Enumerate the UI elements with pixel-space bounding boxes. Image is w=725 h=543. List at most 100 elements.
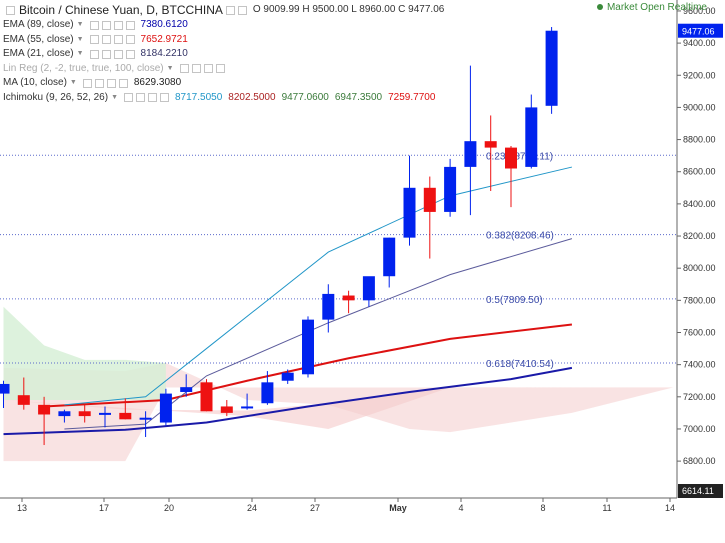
indicator-label: Ichimoku (9, 26, 52, 26) [3,91,109,103]
caret-down-icon[interactable]: ▼ [76,21,84,28]
y-tick-label: 8400.00 [683,199,716,209]
close-icon[interactable] [203,64,213,74]
eye-icon[interactable] [124,93,133,103]
eye-icon[interactable] [179,64,189,74]
y-tick-label: 8600.00 [683,167,716,177]
indicator-row-ema89[interactable]: EMA (89, close) ▼ 7380.6120 [3,18,444,33]
candle [0,383,10,394]
candle [241,406,254,409]
close-icon[interactable] [113,49,123,59]
gear-icon[interactable] [101,35,111,45]
status-text: Market Open Realtime [606,2,707,13]
candle [403,187,416,238]
candle [78,411,91,417]
hide-icon[interactable] [237,5,247,15]
candle [525,107,538,167]
more-icon[interactable] [215,64,225,74]
caret-down-icon[interactable]: ▼ [76,50,84,57]
close-icon[interactable] [113,35,123,45]
y-tick-label: 7400.00 [683,360,716,370]
price-axis [677,0,725,543]
y-tick-label: 7800.00 [683,295,716,305]
candle [545,30,558,106]
x-tick-label: 14 [665,503,675,513]
indicator-row-ichimoku[interactable]: Ichimoku (9, 26, 52, 26) ▼ 8717.5050 8202… [3,91,444,106]
y-tick-label: 7600.00 [683,327,716,337]
indicator-row-linreg[interactable]: Lin Reg (2, -2, true, true, 100, close) ▼ [3,62,444,77]
candle [139,417,152,420]
indicator-value: 7380.6120 [140,19,188,30]
indicator-line-ema55 [44,323,573,408]
indicator-line-ema21 [64,238,573,430]
caret-down-icon[interactable]: ▼ [166,64,174,72]
gear-icon[interactable] [94,78,104,88]
eye-icon[interactable] [89,49,99,59]
candle [261,382,274,404]
ichimoku-cloud-bear [3,387,674,429]
close-icon[interactable] [148,93,157,103]
status-dot-icon [596,4,603,10]
indicator-row-ma10[interactable]: MA (10, close) ▼ 8629.3080 [3,76,444,91]
fib-level-label: 0.618(7410.54) [486,359,554,370]
gear-icon[interactable] [101,49,111,59]
bottom-price-label: 6614.11 [682,486,714,496]
gear-icon[interactable] [191,64,201,74]
candle [444,166,457,212]
caret-down-icon[interactable]: ▼ [111,93,118,101]
indicator-row-ema55[interactable]: EMA (55, close) ▼ 7652.9721 [3,33,444,48]
x-tick-label: 8 [540,503,545,513]
candle [58,411,71,417]
x-tick-label: 24 [247,503,257,513]
close-icon[interactable] [113,20,123,30]
candle [220,406,233,413]
eye-icon[interactable] [89,20,99,30]
indicator-label: EMA (21, close) [3,48,74,59]
x-tick-label: 20 [164,503,174,513]
indicator-line-ema89 [3,366,573,436]
x-tick-label: 11 [602,503,611,513]
candle [17,395,30,405]
settings-icon[interactable] [225,5,235,15]
gear-icon[interactable] [101,20,111,30]
candle [119,412,132,420]
candle [180,387,193,392]
candle [281,372,294,381]
more-icon[interactable] [160,93,169,103]
more-icon[interactable] [125,35,135,45]
ohlc-values: O 9009.99 H 9500.00 L 8960.00 C 9477.06 [252,4,445,15]
candle [423,187,436,212]
y-tick-label: 9400.00 [683,38,716,48]
candle [159,393,172,423]
candle [99,412,111,415]
ichimoku-value: 9477.0600 [281,91,329,103]
more-icon[interactable] [118,78,128,88]
candle [464,141,477,167]
eye-icon[interactable] [82,78,92,88]
indicator-row-ema21[interactable]: EMA (21, close) ▼ 8184.2210 [3,47,444,62]
y-tick-label: 9200.00 [683,70,716,80]
eye-icon[interactable] [89,35,99,45]
caret-down-icon[interactable]: ▼ [76,35,84,43]
caret-down-icon[interactable]: ▼ [69,79,77,86]
fib-level-label: 0.382(8208.46) [486,231,554,242]
collapse-icon[interactable] [6,5,15,15]
more-icon[interactable] [125,49,135,59]
bottom-price-badge [678,484,723,498]
gear-icon[interactable] [136,93,145,103]
x-tick-label: May [389,503,407,513]
ichimoku-cloud-fill [3,363,674,462]
indicator-value: 7652.9721 [140,33,188,45]
y-tick-label: 9600.00 [683,6,716,16]
candle [342,295,355,301]
last-price-badge [678,23,723,38]
candle [200,382,213,412]
more-icon[interactable] [125,20,135,30]
x-tick-label: 13 [17,503,27,513]
chart-legend: Bitcoin / Chinese Yuan, D, BTCCHINA O 90… [3,2,444,105]
candle [505,147,517,169]
y-tick-label: 8200.00 [683,231,716,241]
chart-title: Bitcoin / Chinese Yuan, D, BTCCHINA [19,3,223,17]
market-status: Market Open Realtime [596,2,707,13]
close-icon[interactable] [106,78,116,88]
